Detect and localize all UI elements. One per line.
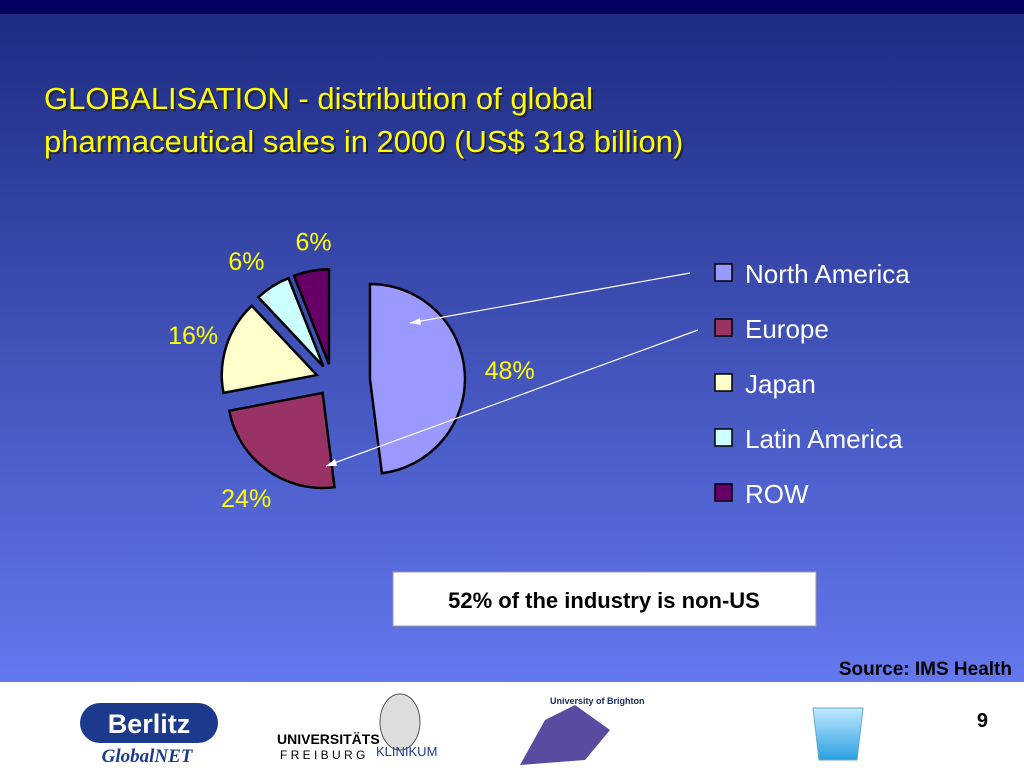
pointer-line bbox=[409, 272, 691, 324]
page-number: 9 bbox=[977, 710, 988, 732]
universitaets-text: UNIVERSITÄTS bbox=[277, 731, 380, 747]
legend-label: North America bbox=[745, 259, 910, 289]
glass-icon bbox=[812, 707, 864, 761]
source: Source: IMS Health bbox=[839, 659, 1012, 680]
legend-label: Europe bbox=[745, 314, 829, 344]
title-shadow: pharmaceutical sales in 2000 (US$ 318 bi… bbox=[46, 126, 685, 161]
pointer-line bbox=[325, 329, 699, 467]
data-label: 6% bbox=[228, 248, 264, 276]
freiburg-text: F R E I B U R G bbox=[280, 748, 365, 762]
legend-label: ROW bbox=[745, 479, 809, 509]
title-shadow: GLOBALISATION - distribution of global bbox=[46, 83, 595, 118]
annotation: 52% of the industry is non-US bbox=[448, 588, 760, 613]
legend-swatch bbox=[714, 318, 733, 337]
data-label: 48% bbox=[485, 357, 535, 385]
globalnet-text: GlobalNET bbox=[102, 746, 194, 767]
berlitz-text: Berlitz bbox=[108, 709, 191, 739]
arrowhead bbox=[326, 459, 337, 466]
legend: North America Europe Japan Latin America ROW bbox=[714, 259, 910, 509]
brighton-leaf bbox=[520, 705, 610, 765]
pie-slice bbox=[368, 282, 467, 475]
seal bbox=[379, 693, 421, 751]
berlitz-logo bbox=[80, 703, 218, 743]
legend-swatch bbox=[714, 483, 733, 502]
pie-slice bbox=[292, 268, 331, 365]
legend-swatch bbox=[714, 428, 733, 447]
legend-swatch bbox=[714, 373, 733, 392]
background bbox=[0, 0, 1024, 682]
arrowhead bbox=[410, 318, 421, 325]
brighton-text: University of Brighton bbox=[550, 696, 645, 706]
annotation-box bbox=[392, 571, 817, 627]
top-band bbox=[0, 0, 1024, 14]
data-label: 24% bbox=[221, 485, 271, 513]
title: pharmaceutical sales in 2000 (US$ 318 bi… bbox=[44, 124, 683, 159]
pie-slice bbox=[256, 276, 325, 368]
pie-slice bbox=[220, 304, 320, 395]
klinikum-text: KLINIKUM bbox=[376, 744, 437, 759]
title: GLOBALISATION - distribution of global bbox=[44, 81, 593, 116]
data-label: 16% bbox=[168, 322, 218, 350]
legend-swatch bbox=[714, 263, 733, 282]
pie: 48% 24% 16% 6% 6% bbox=[168, 228, 535, 513]
legend-label: Latin America bbox=[745, 424, 903, 454]
data-label: 6% bbox=[296, 228, 332, 256]
legend-label: Japan bbox=[745, 369, 816, 399]
pie-slice bbox=[227, 391, 336, 490]
